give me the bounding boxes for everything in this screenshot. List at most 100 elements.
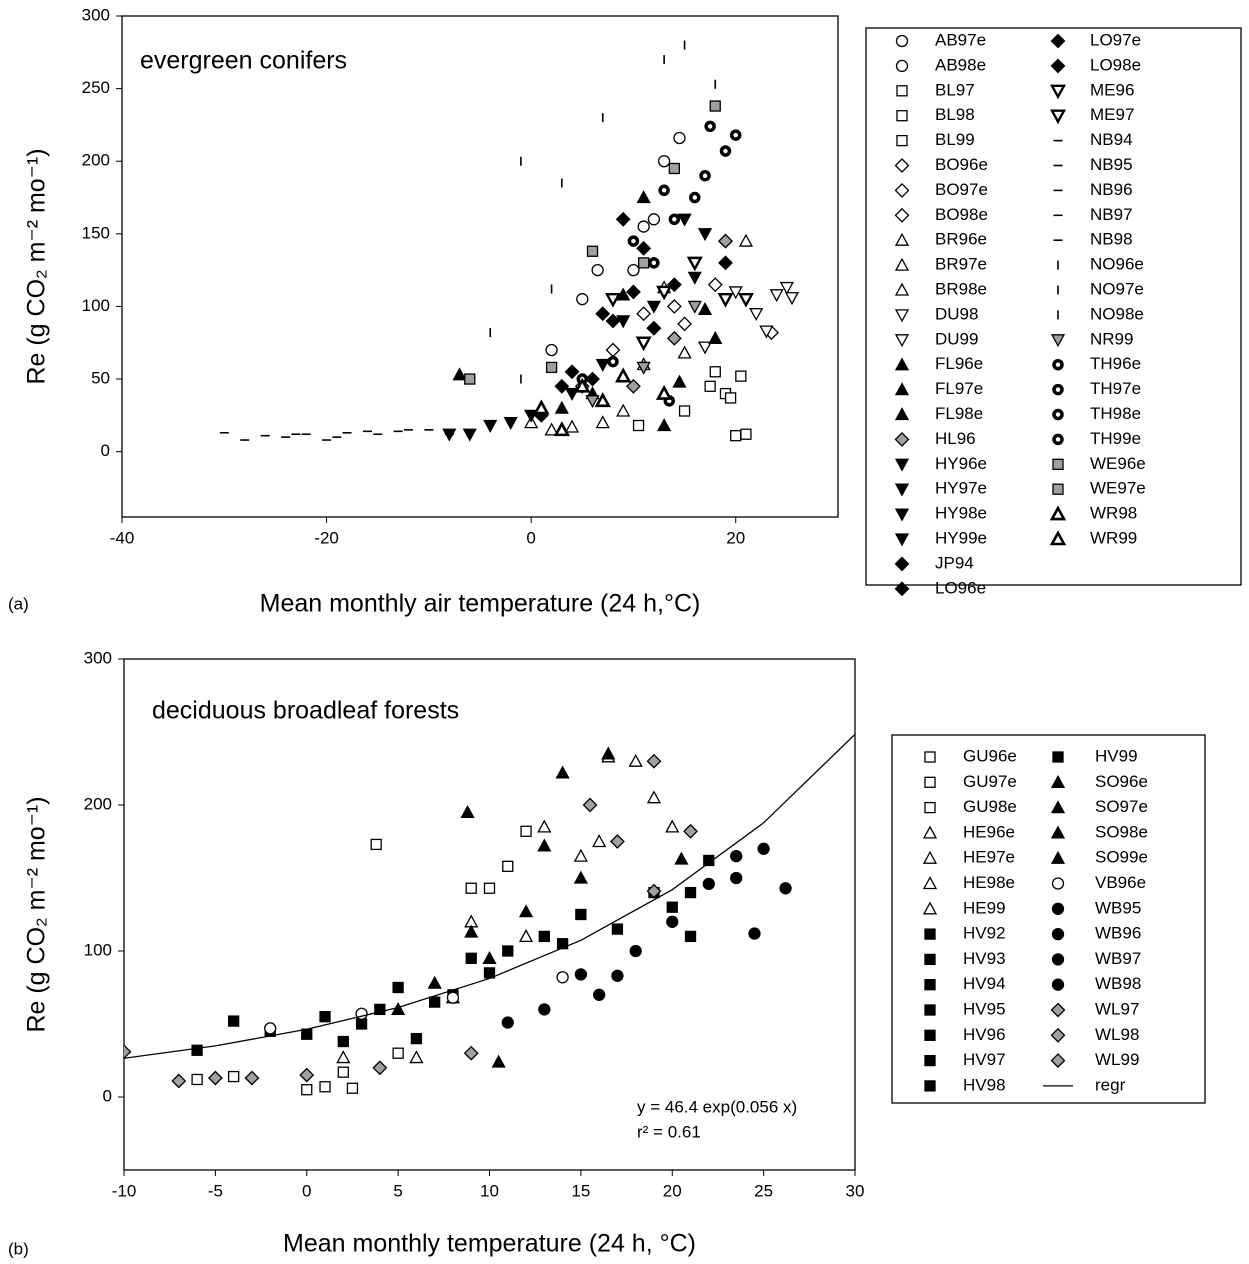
legend-symbol (924, 953, 936, 966)
legend-symbol (922, 876, 938, 890)
point (556, 938, 569, 950)
legend-symbol (924, 776, 936, 788)
point (635, 336, 652, 352)
legend-label: HE98e (963, 873, 1015, 892)
legend-symbol (1052, 383, 1064, 396)
legend-label: GU97e (963, 772, 1017, 791)
point (207, 1070, 223, 1086)
legend-label: HV93 (963, 949, 1006, 968)
x-axis-label: Mean monthly air temperature (24 h,°C) (260, 590, 701, 618)
point (452, 367, 467, 381)
x-tick-label: -20 (314, 528, 339, 547)
legend-label: HY96e (935, 454, 987, 473)
annotation: r² = 0.61 (637, 1122, 701, 1141)
point (637, 220, 650, 233)
legend-symbol (1051, 877, 1065, 890)
point (346, 1082, 359, 1094)
point (593, 988, 606, 1001)
legend-label: NR99 (1090, 329, 1133, 348)
point (632, 419, 645, 432)
point (491, 1054, 506, 1068)
point (730, 849, 743, 863)
point (556, 971, 569, 984)
point (646, 790, 662, 804)
point (244, 1070, 260, 1086)
point (301, 1028, 313, 1040)
legend: AB97e AB98e BL97 BL98 BL99 BO96e BO97e BO98e BR9… (865, 27, 1242, 597)
point (575, 908, 587, 921)
legend-symbol (896, 134, 908, 147)
legend-label: BR97e (935, 255, 987, 274)
point (595, 415, 610, 429)
point (601, 746, 616, 760)
point (697, 341, 713, 355)
point (677, 316, 692, 332)
point (627, 235, 640, 247)
y-tick-label: 200 (84, 794, 112, 813)
legend-label: BL97 (935, 80, 975, 99)
legend-symbol (894, 182, 910, 198)
point (576, 293, 589, 306)
y-tick-label: 250 (82, 78, 110, 97)
legend-label: NB94 (1090, 130, 1133, 149)
point (191, 1073, 203, 1086)
legend-symbol (1052, 483, 1064, 495)
legend-symbol (1052, 358, 1064, 371)
point (573, 848, 588, 862)
legend-symbol (1050, 825, 1066, 839)
point (648, 257, 660, 269)
legend-label: AB97e (935, 30, 986, 49)
legend-label: ME96 (1090, 80, 1134, 99)
point (410, 1032, 423, 1045)
point (502, 945, 514, 957)
y-tick-label: 100 (82, 296, 110, 315)
point (717, 292, 734, 308)
y-axis-label: Re (g CO₂ m⁻² mo⁻¹) (23, 148, 51, 384)
point (374, 1003, 386, 1016)
point (629, 944, 642, 958)
point (779, 281, 794, 295)
y-axis-label: Re (g CO₂ m⁻² mo⁻¹) (23, 796, 51, 1032)
legend-symbol (1051, 927, 1065, 941)
point (319, 1081, 331, 1093)
point (673, 131, 686, 145)
point (518, 904, 534, 918)
x-tick-label: -40 (110, 528, 135, 547)
point (264, 1022, 277, 1035)
point (463, 1045, 479, 1061)
legend-label: LO98e (1090, 55, 1141, 74)
point (336, 1050, 351, 1064)
point (586, 245, 599, 257)
y-tick-label: 200 (82, 151, 110, 170)
point (227, 1015, 240, 1027)
point (616, 403, 631, 417)
point (585, 395, 600, 409)
point (124, 1044, 132, 1060)
legend-symbol (895, 59, 909, 73)
legend-label: NB97 (1090, 205, 1133, 224)
point (585, 371, 600, 387)
legend-symbol (894, 407, 910, 421)
legend-label: WR98 (1090, 504, 1137, 523)
point (719, 145, 732, 157)
legend-label: NB98 (1090, 230, 1133, 249)
point (392, 981, 404, 994)
point (738, 233, 754, 247)
y-tick-label: 0 (103, 1086, 112, 1105)
x-tick-label: 20 (726, 528, 745, 547)
legend-label: HY99e (935, 528, 987, 547)
legend-label: BO97e (935, 180, 988, 199)
chart-title: deciduous broadleaf forests (152, 697, 459, 725)
legend-frame (891, 734, 1206, 1104)
point (666, 277, 682, 293)
legend-label: FL97e (935, 379, 983, 398)
legend-label: BL98 (935, 105, 975, 124)
point (520, 825, 532, 837)
legend-symbol (894, 382, 910, 396)
points (124, 733, 855, 1096)
point (647, 213, 661, 226)
point (538, 1003, 551, 1016)
point (759, 325, 774, 339)
point (724, 392, 737, 404)
legend-symbol (924, 751, 936, 763)
